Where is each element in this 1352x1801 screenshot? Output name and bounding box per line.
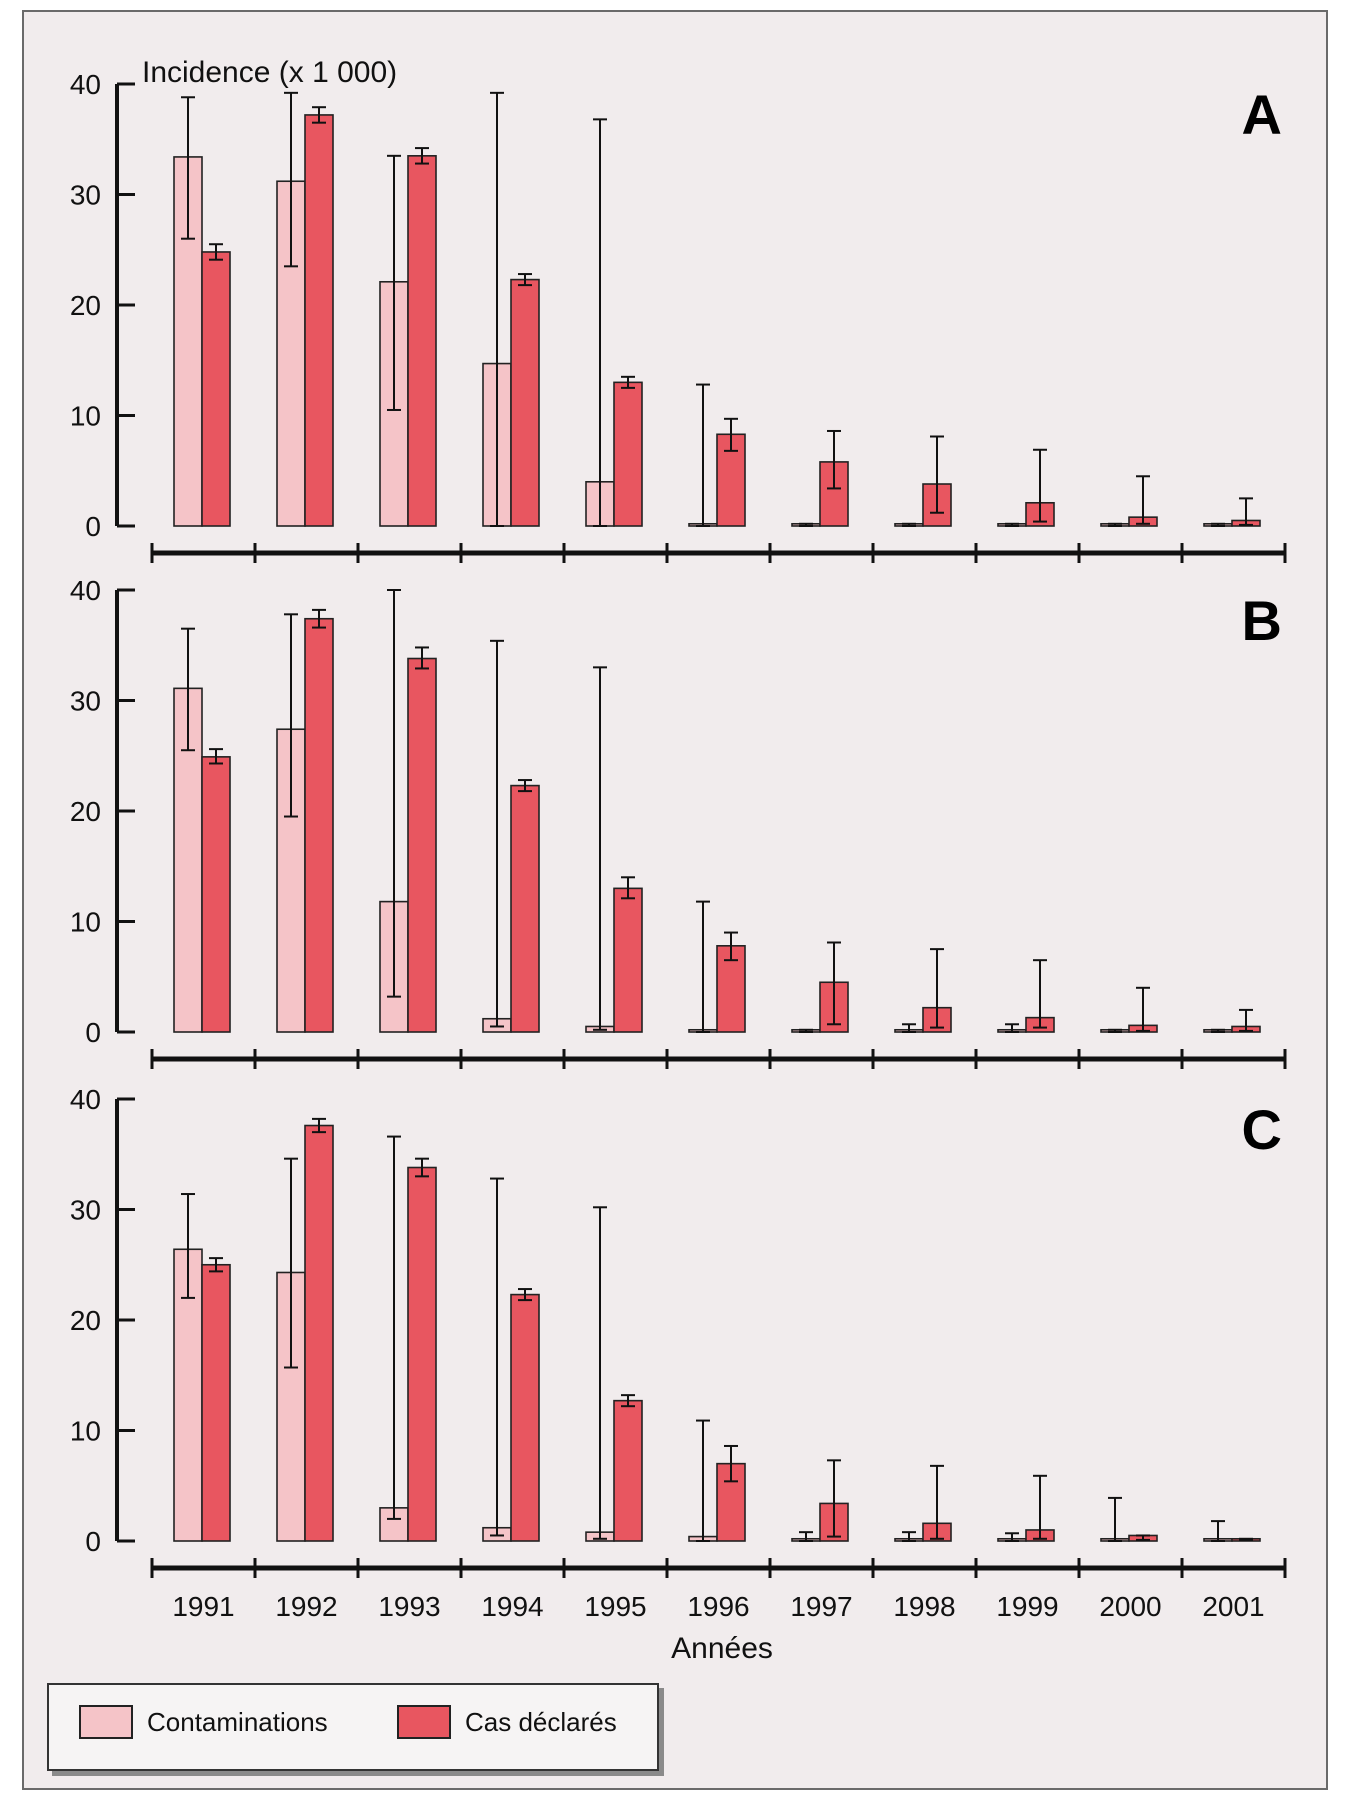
bar-cas-declares-1993: [407, 155, 437, 527]
x-tick-label-1997: 1997: [790, 1591, 852, 1622]
x-tick-label-1992: 1992: [275, 1591, 337, 1622]
bar-cas-declares-1991: [201, 756, 231, 1033]
x-tick-label-1991: 1991: [172, 1591, 234, 1622]
legend: Contaminations Cas déclarés: [47, 1683, 659, 1771]
y-tick-label: 0: [85, 511, 101, 542]
bar-cas-declares-1994: [510, 278, 540, 527]
bar-cas-declares-1992: [304, 114, 334, 527]
y-tick-label: 40: [70, 69, 101, 100]
legend-label-contaminations: Contaminations: [147, 1706, 328, 1737]
panel-b: 0 10 20 30 40 B: [70, 575, 1287, 1069]
y-tick-label: 30: [70, 180, 101, 211]
y-tick-label: 30: [70, 1195, 101, 1226]
panel-label-a: A: [1242, 83, 1282, 146]
y-tick-label: 0: [85, 1017, 101, 1048]
legend-item-cas-declares: Cas déclarés: [397, 1705, 617, 1739]
y-tick-label: 20: [70, 290, 101, 321]
x-tick-label-1993: 1993: [378, 1591, 440, 1622]
y-tick-label: 10: [70, 907, 101, 938]
x-tick-label-2001: 2001: [1202, 1591, 1264, 1622]
figure-frame: [22, 10, 1328, 1790]
y-tick-label: 40: [70, 1084, 101, 1115]
bar-cas-declares-1994: [510, 784, 540, 1033]
x-tick-label-1995: 1995: [584, 1591, 646, 1622]
y-tick-label: 20: [70, 796, 101, 827]
bar-cas-declares-1995: [613, 887, 643, 1033]
bar-cas-declares-1991: [201, 1263, 231, 1542]
x-tick-label-1996: 1996: [687, 1591, 749, 1622]
panel-label-b: B: [1242, 589, 1282, 652]
legend-swatch-contaminations: [79, 1705, 133, 1739]
y-tick-label: 20: [70, 1305, 101, 1336]
x-axis-title: Années: [671, 1632, 773, 1665]
panel-a: 0 10 20 30 40 A: [70, 69, 1287, 563]
bar-cas-declares-1992: [304, 617, 334, 1033]
y-tick-label: 10: [70, 401, 101, 432]
bar-cas-declares-1992: [304, 1124, 334, 1542]
y-tick-label: 10: [70, 1416, 101, 1447]
x-tick-label-2000: 2000: [1099, 1591, 1161, 1622]
bar-cas-declares-1995: [613, 381, 643, 527]
legend-label-cas-declares: Cas déclarés: [465, 1706, 617, 1737]
y-tick-label: 30: [70, 686, 101, 717]
x-tick-label-1999: 1999: [996, 1591, 1058, 1622]
bar-cas-declares-1993: [407, 1166, 437, 1542]
bar-cas-declares-1994: [510, 1293, 540, 1542]
legend-swatch-cas-declares: [397, 1705, 451, 1739]
x-tick-label-1998: 1998: [893, 1591, 955, 1622]
y-tick-label: 0: [85, 1526, 101, 1557]
y-tick-label: 40: [70, 575, 101, 606]
legend-item-contaminations: Contaminations: [79, 1705, 328, 1739]
y-axis-title: Incidence (x 1 000): [142, 56, 397, 89]
bar-cas-declares-1991: [201, 251, 231, 527]
panel-label-c: C: [1242, 1098, 1282, 1161]
x-tick-label-1994: 1994: [481, 1591, 543, 1622]
panel-c: 0 10 20 30 40 C 1991 1992 1993 1994 1995 1996 1997 19…: [70, 1084, 1287, 1622]
bar-cas-declares-1993: [407, 657, 437, 1033]
bar-cas-declares-1995: [613, 1399, 643, 1542]
